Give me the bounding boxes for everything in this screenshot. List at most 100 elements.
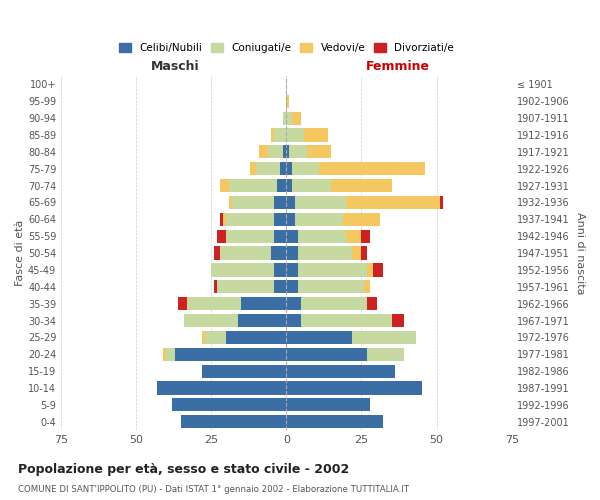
Bar [373,264,383,276]
Bar [286,364,395,378]
Bar [205,331,226,344]
Bar [298,230,346,243]
Bar [223,213,226,226]
Bar [274,264,286,276]
Bar [292,179,331,192]
Bar [238,314,286,327]
Bar [286,415,383,428]
Bar [286,382,422,394]
Bar [229,196,232,209]
Bar [226,331,286,344]
Bar [286,94,289,108]
Bar [274,196,286,209]
Bar [289,146,307,158]
Bar [286,213,295,226]
Text: COMUNE DI SANT'IPPOLITO (PU) - Dati ISTAT 1° gennaio 2002 - Elaborazione TUTTITA: COMUNE DI SANT'IPPOLITO (PU) - Dati ISTA… [18,485,409,494]
Bar [286,314,301,327]
Bar [301,297,367,310]
Bar [220,213,223,226]
Bar [361,246,367,260]
Bar [181,415,286,428]
Bar [187,297,241,310]
Bar [286,264,298,276]
Bar [286,246,298,260]
Bar [271,128,274,141]
Bar [286,398,370,411]
Bar [250,162,256,175]
Bar [286,297,301,310]
Bar [217,280,274,293]
Bar [229,179,277,192]
Bar [274,230,286,243]
Bar [286,146,289,158]
Bar [292,112,301,124]
Bar [283,146,286,158]
Bar [274,280,286,293]
Bar [286,112,292,124]
Bar [226,213,274,226]
Bar [226,230,274,243]
Bar [280,162,286,175]
Bar [367,264,373,276]
Text: Femmine: Femmine [365,60,430,72]
Bar [367,348,404,361]
Bar [319,162,425,175]
Bar [298,280,364,293]
Bar [271,246,286,260]
Bar [202,364,286,378]
Bar [220,179,229,192]
Bar [331,179,392,192]
Bar [286,196,295,209]
Bar [343,213,380,226]
Bar [364,280,370,293]
Text: Popolazione per età, sesso e stato civile - 2002: Popolazione per età, sesso e stato civil… [18,463,349,476]
Bar [301,314,392,327]
Bar [241,297,286,310]
Bar [346,196,440,209]
Y-axis label: Fasce di età: Fasce di età [15,220,25,286]
Bar [367,297,377,310]
Bar [295,196,346,209]
Bar [178,297,187,310]
Legend: Celibi/Nubili, Coniugati/e, Vedovi/e, Divorziati/e: Celibi/Nubili, Coniugati/e, Vedovi/e, Di… [115,38,458,58]
Bar [286,179,292,192]
Bar [166,348,175,361]
Bar [298,246,352,260]
Bar [202,331,205,344]
Bar [295,213,343,226]
Bar [211,264,274,276]
Bar [286,348,367,361]
Bar [175,348,286,361]
Text: Maschi: Maschi [151,60,200,72]
Bar [286,280,298,293]
Bar [304,128,328,141]
Bar [292,162,319,175]
Bar [283,112,286,124]
Bar [184,314,238,327]
Bar [352,246,361,260]
Bar [274,128,286,141]
Bar [172,398,286,411]
Bar [298,264,367,276]
Bar [277,179,286,192]
Bar [268,146,283,158]
Bar [440,196,443,209]
Bar [286,162,292,175]
Bar [256,162,280,175]
Bar [232,196,274,209]
Bar [259,146,268,158]
Bar [214,280,217,293]
Bar [392,314,404,327]
Bar [163,348,166,361]
Bar [214,246,220,260]
Bar [220,246,271,260]
Bar [286,128,304,141]
Bar [361,230,370,243]
Bar [217,230,226,243]
Bar [286,230,298,243]
Bar [307,146,331,158]
Bar [286,331,352,344]
Bar [352,331,416,344]
Y-axis label: Anni di nascita: Anni di nascita [575,212,585,294]
Bar [346,230,361,243]
